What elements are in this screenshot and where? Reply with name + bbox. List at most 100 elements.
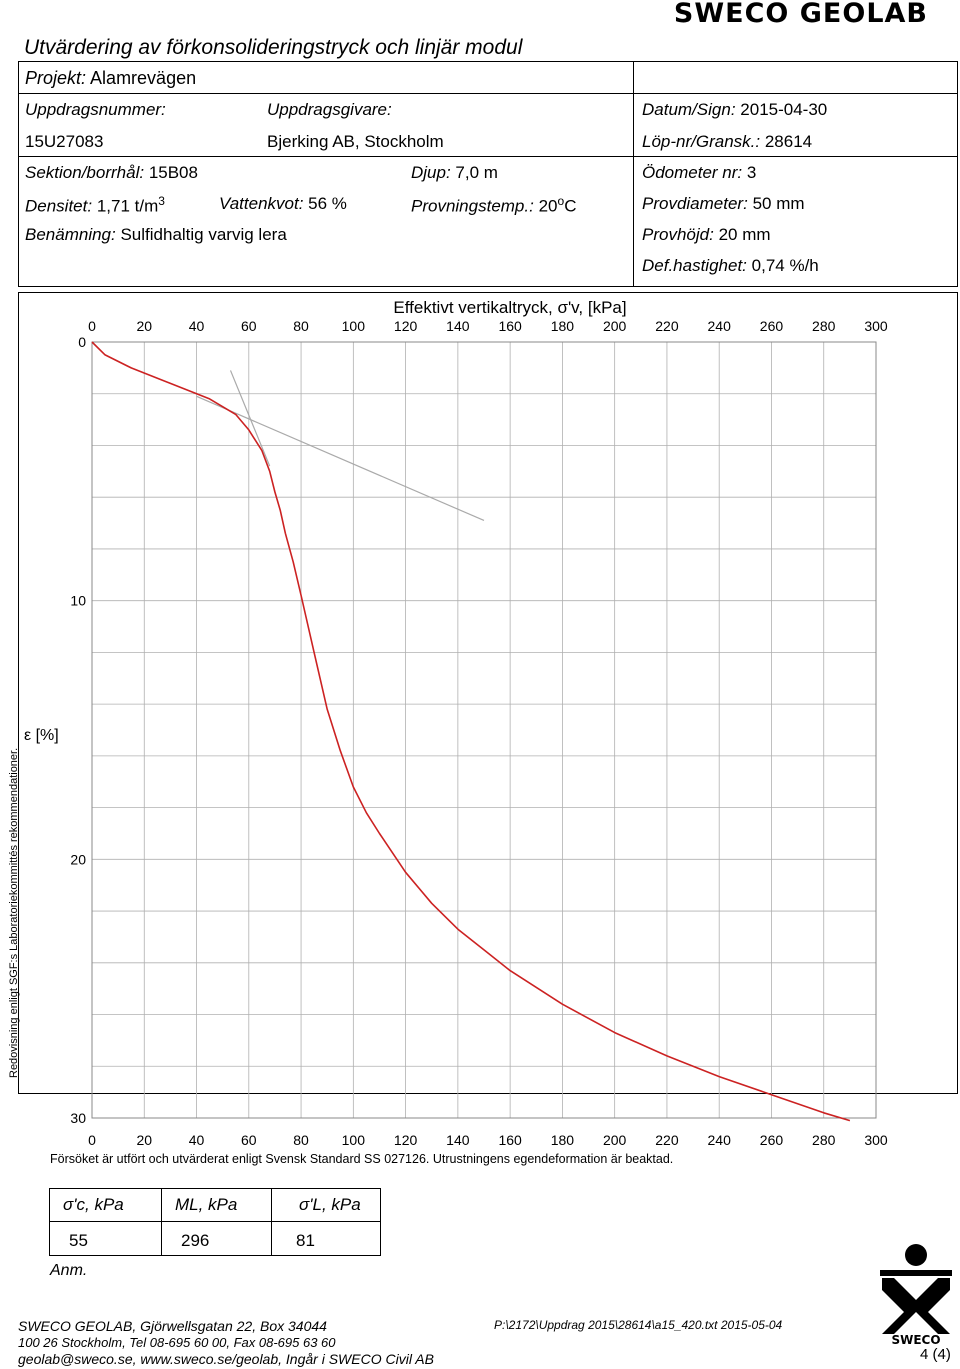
results-table: σ'c, kPa ML, kPa σ'L, kPa 55 296 81 (49, 1188, 381, 1256)
x-tick-label-bottom: 160 (498, 1132, 522, 1148)
sigma-c-value: 55 (69, 1231, 88, 1250)
page-title: Utvärdering av förkonsolideringstryck oc… (24, 36, 523, 59)
y-tick-label: 0 (78, 334, 86, 350)
density-value: 1,71 t/m (96, 196, 159, 216)
date-label: Datum/Sign: (642, 100, 736, 119)
x-tick-label-top: 60 (241, 318, 257, 334)
y-axis-title: ε [%] (24, 727, 59, 744)
svg-text:SWECO: SWECO (891, 1333, 940, 1345)
section-label: Sektion/borrhål: (25, 163, 145, 182)
runno-value: 28614 (764, 132, 813, 151)
x-tick-label-top: 180 (551, 318, 575, 334)
x-tick-label-bottom: 60 (241, 1132, 257, 1148)
x-tick-label-top: 200 (603, 318, 627, 334)
x-tick-label-top: 0 (88, 318, 96, 334)
x-tick-label-top: 40 (189, 318, 205, 334)
client-value: Bjerking AB, Stockholm (267, 132, 444, 151)
footer-contact-line: geolab@sweco.se, www.sweco.se/geolab, In… (18, 1351, 434, 1367)
sigma-c-label: σ'c, kPa (63, 1195, 124, 1214)
degree-sign: o (557, 194, 565, 208)
rate-value: 0,74 %/h (751, 256, 819, 275)
header-divider (19, 93, 957, 94)
sweco-logo-icon: SWECO (880, 1244, 952, 1345)
sigma-l-value: 81 (296, 1231, 315, 1250)
x-tick-label-bottom: 40 (189, 1132, 205, 1148)
header-column-divider (633, 62, 634, 286)
sigma-l-label: σ'L, kPa (299, 1195, 361, 1214)
compression-curve (91, 341, 851, 1122)
diameter-value: 50 mm (752, 194, 805, 213)
runno-label: Löp-nr/Gransk.: (642, 132, 761, 151)
density-label: Densitet: (25, 196, 93, 216)
results-table-grid (49, 1188, 381, 1256)
date-value: 2015-04-30 (740, 100, 828, 119)
y-tick-label: 20 (70, 851, 86, 867)
oedometer-label: Ödometer nr: (642, 163, 743, 182)
assignment-no-label: Uppdragsnummer: (25, 100, 166, 119)
x-tick-label-bottom: 260 (760, 1132, 784, 1148)
project-value: Alamrevägen (90, 68, 197, 88)
header-box: Projekt: Alamrevägen Uppdragsnummer: 15U… (18, 61, 958, 287)
plot-area-border (91, 341, 877, 1119)
depth-label: Djup: (411, 163, 451, 182)
depth-value: 7,0 m (455, 163, 498, 182)
x-tick-label-top: 240 (708, 318, 732, 334)
test-temp-label: Provningstemp.: (411, 196, 534, 216)
standard-note: Försöket är utfört och utvärderat enligt… (50, 1152, 674, 1166)
x-tick-label-bottom: 240 (708, 1132, 732, 1148)
page-number: 4 (4) (920, 1346, 951, 1363)
y-tick-label: 10 (70, 593, 86, 609)
diameter-label: Provdiameter: (642, 194, 748, 213)
rate-label: Def.hastighet: (642, 256, 747, 275)
project-label: Projekt: (25, 68, 87, 88)
x-axis-title: Effektivt vertikaltryck, σ'v, [kPa] (393, 298, 626, 317)
naming-label: Benämning: (25, 225, 116, 244)
x-tick-label-bottom: 100 (342, 1132, 366, 1148)
x-tick-label-bottom: 300 (864, 1132, 888, 1148)
water-content-value: 56 % (308, 194, 347, 213)
x-tick-label-bottom: 20 (136, 1132, 152, 1148)
x-tick-label-bottom: 140 (446, 1132, 470, 1148)
naming-value: Sulfidhaltig varvig lera (120, 225, 287, 244)
construction-line (196, 395, 485, 522)
brand-logo-text: SWECO GEOLAB (673, 0, 928, 29)
chart-frame (18, 292, 958, 1094)
height-value: 20 mm (718, 225, 771, 244)
x-tick-label-top: 20 (136, 318, 152, 334)
assignment-no-value: 15U27083 (25, 132, 104, 151)
section-value: 15B08 (148, 163, 198, 182)
x-tick-label-bottom: 120 (394, 1132, 418, 1148)
x-tick-label-top: 140 (446, 318, 470, 334)
y-tick-label: 30 (70, 1110, 86, 1126)
x-tick-label-bottom: 200 (603, 1132, 627, 1148)
density-unit-exponent: 3 (158, 194, 165, 208)
x-tick-label-bottom: 220 (655, 1132, 679, 1148)
x-tick-label-top: 300 (864, 318, 888, 334)
x-tick-label-bottom: 0 (88, 1132, 96, 1148)
footer-address-line-2: 100 26 Stockholm, Tel 08-695 60 00, Fax … (18, 1335, 336, 1350)
water-content-label: Vattenkvot: (219, 194, 304, 213)
x-tick-label-top: 160 (498, 318, 522, 334)
test-temp-value: 20 (538, 196, 558, 216)
ml-label: ML, kPa (175, 1195, 238, 1214)
x-tick-label-top: 260 (760, 318, 784, 334)
construction-line (229, 370, 271, 467)
ml-value: 296 (181, 1231, 210, 1250)
x-tick-label-top: 100 (342, 318, 366, 334)
x-tick-label-top: 80 (293, 318, 309, 334)
x-tick-label-bottom: 280 (812, 1132, 836, 1148)
x-tick-label-bottom: 180 (551, 1132, 575, 1148)
recommendation-side-note: Redovisning enligt SGF:s Laboratoriekomm… (8, 747, 20, 1078)
remarks-label: Anm. (50, 1262, 88, 1279)
height-label: Provhöjd: (642, 225, 714, 244)
oedometer-value: 3 (746, 163, 757, 182)
header-divider (19, 156, 957, 157)
x-tick-label-top: 120 (394, 318, 418, 334)
client-label: Uppdragsgivare: (267, 100, 392, 119)
x-tick-label-top: 280 (812, 318, 836, 334)
footer-address-line-1: SWECO GEOLAB, Gjörwellsgatan 22, Box 340… (18, 1318, 327, 1334)
test-temp-unit: C (564, 196, 577, 216)
x-tick-label-bottom: 80 (293, 1132, 309, 1148)
file-path: P:\2172\Uppdrag 2015\28614\a15_420.txt 2… (494, 1318, 783, 1332)
